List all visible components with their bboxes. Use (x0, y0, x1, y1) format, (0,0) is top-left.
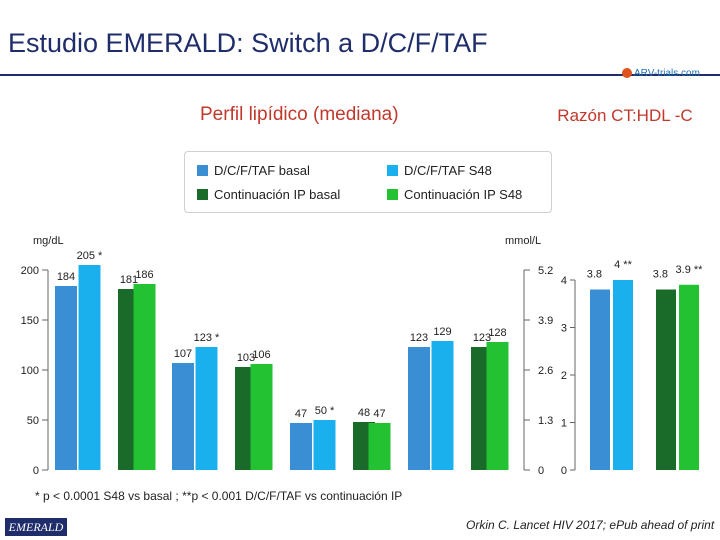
ratio-bar (679, 284, 699, 470)
legend-swatch (197, 189, 208, 201)
lipid-bar (408, 347, 430, 470)
lipid-bar (368, 423, 391, 470)
lipid-data-label: 48 (358, 407, 370, 419)
lipid-data-label: 47 (373, 408, 385, 420)
lipid-chart-title: Perfil lipídico (mediana) (200, 104, 399, 125)
lipid-data-label: 106 (252, 349, 270, 361)
legend-item-dcf-basal: D/C/F/TAF basal (197, 163, 310, 178)
ratio-tick-label: 1 (561, 418, 567, 430)
legend-item-ip-s48: Continuación IP S48 (387, 187, 522, 202)
ratio-data-label: 3.8 (653, 269, 668, 281)
right-tick-label: 2.6 (538, 365, 553, 377)
arv-trials-logo: ARV-trials.com (622, 68, 700, 79)
legend-label: Continuación IP S48 (404, 187, 523, 202)
citation: Orkin C. Lancet HIV 2017; ePub ahead of … (466, 518, 715, 532)
ratio-bar (613, 280, 633, 470)
legend-item-dcf-s48: D/C/F/TAF S48 (387, 163, 492, 178)
lipid-data-label: 50 * (315, 405, 335, 417)
ratio-data-label: 3.9 ** (676, 264, 704, 276)
legend-swatch (387, 165, 398, 177)
y-axis-label-left: mg/dL (33, 235, 64, 247)
left-tick-label: 50 (27, 415, 39, 427)
legend-swatch (387, 189, 398, 201)
right-tick-label: 1.3 (538, 415, 553, 427)
ratio-tick-label: 0 (561, 465, 567, 477)
legend-label: D/C/F/TAF S48 (404, 163, 492, 178)
ratio-tick-label: 2 (561, 370, 567, 382)
left-tick-label: 0 (33, 465, 39, 477)
chart-legend: D/C/F/TAF basal D/C/F/TAF S48 Continuaci… (184, 151, 552, 213)
ratio-tick-label: 4 (561, 275, 567, 287)
lipid-bar (78, 265, 101, 470)
lipid-data-label: 103 (237, 352, 255, 364)
right-tick-label: 5.2 (538, 265, 553, 277)
lipid-bar (133, 284, 156, 470)
lipid-bar (195, 347, 218, 470)
legend-item-ip-basal: Continuación IP basal (197, 187, 340, 202)
study-logo: EMERALD (5, 518, 67, 536)
lipid-data-label: 47 (295, 408, 307, 420)
right-tick-label: 3.9 (538, 315, 553, 327)
lipid-bar (290, 423, 312, 470)
ratio-data-label: 4 ** (614, 259, 632, 271)
lipid-data-label: 123 (473, 332, 491, 344)
logo-text: ARV-trials.com (634, 68, 700, 79)
ratio-bar (656, 289, 676, 470)
ratio-bar (590, 289, 610, 470)
left-tick-label: 150 (21, 315, 39, 327)
lipid-bar (172, 363, 194, 470)
lipid-data-label: 123 (410, 332, 428, 344)
legend-label: Continuación IP basal (214, 187, 341, 202)
lipid-bar (486, 342, 509, 470)
slide-title: Estudio EMERALD: Switch a D/C/F/TAF (8, 28, 488, 58)
ratio-tick-label: 3 (561, 323, 567, 335)
lipid-bar (250, 364, 273, 470)
lipid-data-label: 205 * (77, 250, 103, 262)
logo-mark-icon (622, 68, 632, 79)
title-divider (0, 74, 720, 76)
lipid-data-label: 128 (488, 327, 506, 339)
legend-swatch (197, 165, 208, 177)
ratio-chart-title: Razón CT:HDL -C (557, 106, 693, 125)
lipid-data-label: 123 * (194, 332, 220, 344)
lipid-data-label: 129 (433, 326, 451, 338)
right-tick-label: 0 (538, 465, 544, 477)
lipid-data-label: 181 (120, 274, 138, 286)
ratio-data-label: 3.8 (587, 269, 602, 281)
lipid-data-label: 186 (135, 269, 153, 281)
lipid-data-label: 184 (57, 271, 75, 283)
lipid-bar (431, 341, 454, 470)
footnote: * p < 0.0001 S48 vs basal ; **p < 0.001 … (35, 489, 403, 503)
legend-label: D/C/F/TAF basal (214, 163, 310, 178)
lipid-bar (313, 420, 336, 470)
lipid-data-label: 107 (174, 348, 192, 360)
lipid-bar (55, 286, 77, 470)
y-axis-label-right: mmol/L (505, 235, 541, 247)
left-tick-label: 100 (21, 365, 39, 377)
left-tick-label: 200 (21, 265, 39, 277)
